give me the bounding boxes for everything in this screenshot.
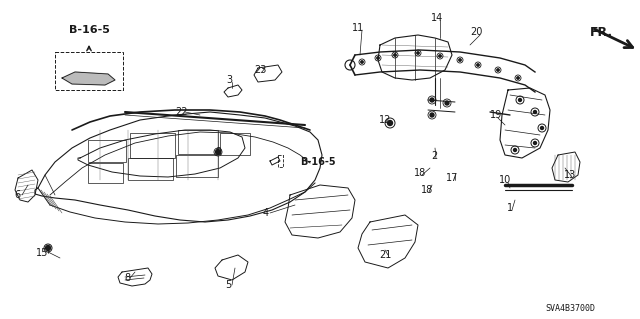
Text: 1: 1 <box>507 203 513 213</box>
Circle shape <box>497 69 499 71</box>
Bar <box>220 133 250 155</box>
Text: 14: 14 <box>431 13 443 23</box>
Bar <box>178 130 218 154</box>
Text: B-16-5: B-16-5 <box>68 25 109 35</box>
Circle shape <box>534 142 536 145</box>
Circle shape <box>459 59 461 61</box>
Text: 8: 8 <box>124 273 130 283</box>
Bar <box>88 163 123 183</box>
Text: FR.: FR. <box>590 26 613 39</box>
Text: 21: 21 <box>379 250 391 260</box>
Circle shape <box>541 127 543 130</box>
Polygon shape <box>62 72 115 85</box>
Bar <box>88 140 126 162</box>
Text: 3: 3 <box>226 75 232 85</box>
Text: 22: 22 <box>176 107 188 117</box>
Circle shape <box>445 101 449 105</box>
Text: SVA4B3700D: SVA4B3700D <box>545 304 595 313</box>
Bar <box>128 158 173 180</box>
Bar <box>278 155 283 167</box>
Text: 4: 4 <box>263 208 269 218</box>
Text: 5: 5 <box>225 280 231 290</box>
Text: 19: 19 <box>490 110 502 120</box>
Text: 12: 12 <box>379 115 391 125</box>
Circle shape <box>534 110 536 114</box>
Circle shape <box>477 64 479 66</box>
Text: 10: 10 <box>499 175 511 185</box>
Text: 15: 15 <box>36 248 48 258</box>
Text: 9: 9 <box>215 147 221 157</box>
Bar <box>55 52 123 90</box>
Text: 13: 13 <box>564 170 576 180</box>
Text: 2: 2 <box>431 151 437 161</box>
Circle shape <box>417 52 419 54</box>
Circle shape <box>430 113 434 117</box>
Circle shape <box>430 98 434 102</box>
Text: 11: 11 <box>352 23 364 33</box>
Text: B-16-5: B-16-5 <box>300 157 335 167</box>
Circle shape <box>45 246 51 250</box>
Text: 17: 17 <box>446 173 458 183</box>
Circle shape <box>361 61 364 63</box>
Bar <box>176 155 218 177</box>
Circle shape <box>518 99 522 101</box>
Text: 18: 18 <box>421 185 433 195</box>
Text: 20: 20 <box>470 27 482 37</box>
Text: 18: 18 <box>414 168 426 178</box>
Circle shape <box>377 57 379 59</box>
Circle shape <box>216 150 221 154</box>
Circle shape <box>513 149 516 152</box>
Circle shape <box>394 54 396 56</box>
Bar <box>130 133 175 158</box>
Text: 6: 6 <box>14 190 20 200</box>
Circle shape <box>517 77 519 79</box>
Circle shape <box>387 121 392 125</box>
Text: 23: 23 <box>254 65 266 75</box>
Circle shape <box>439 55 441 57</box>
